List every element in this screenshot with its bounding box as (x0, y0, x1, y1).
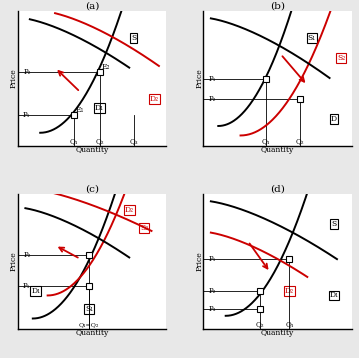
Text: Q₁=Q₂: Q₁=Q₂ (79, 322, 99, 327)
Text: S₁: S₁ (85, 305, 93, 313)
Text: E₁: E₁ (76, 106, 84, 114)
Text: P₂: P₂ (23, 251, 31, 259)
Text: P₃: P₃ (209, 305, 216, 313)
Title: (a): (a) (85, 2, 99, 11)
Title: (c): (c) (85, 185, 99, 194)
Text: D₁: D₁ (31, 287, 40, 295)
Text: S: S (331, 219, 337, 228)
Text: E₂: E₂ (101, 63, 110, 71)
X-axis label: Quantity: Quantity (261, 146, 294, 154)
Text: Q₃: Q₃ (130, 137, 138, 146)
Text: Q₂: Q₂ (256, 321, 264, 329)
Text: S₂: S₂ (140, 224, 148, 232)
X-axis label: Quantity: Quantity (261, 329, 294, 337)
Text: P₁: P₁ (209, 74, 216, 83)
Text: D: D (331, 115, 337, 123)
Text: P₁: P₁ (23, 111, 31, 119)
Text: S₂: S₂ (337, 54, 346, 62)
Text: P₁: P₁ (23, 282, 31, 290)
Text: Q₁: Q₁ (70, 137, 79, 146)
Y-axis label: Price: Price (195, 252, 204, 271)
X-axis label: Quantity: Quantity (75, 146, 109, 154)
Text: P₂: P₂ (209, 95, 216, 103)
Text: Q₁: Q₁ (261, 137, 270, 146)
X-axis label: Quantity: Quantity (75, 329, 109, 337)
Y-axis label: Price: Price (10, 252, 18, 271)
Text: P₂: P₂ (23, 68, 31, 76)
Text: D₂: D₂ (150, 95, 159, 103)
Text: Q₁: Q₁ (285, 321, 294, 329)
Title: (d): (d) (270, 185, 285, 194)
Y-axis label: Price: Price (10, 69, 18, 88)
Text: D₂: D₂ (125, 206, 134, 214)
Text: P₁: P₁ (209, 255, 216, 263)
Title: (b): (b) (270, 2, 285, 11)
Y-axis label: Price: Price (195, 69, 204, 88)
Text: S: S (131, 34, 136, 42)
Text: D₁: D₁ (95, 105, 104, 112)
Text: P₂: P₂ (209, 287, 216, 295)
Text: D₂: D₂ (285, 287, 294, 295)
Text: S₁: S₁ (308, 34, 316, 42)
Text: Q₂: Q₂ (295, 137, 304, 146)
Text: D₁: D₁ (330, 291, 339, 299)
Text: Q₂: Q₂ (95, 137, 104, 146)
